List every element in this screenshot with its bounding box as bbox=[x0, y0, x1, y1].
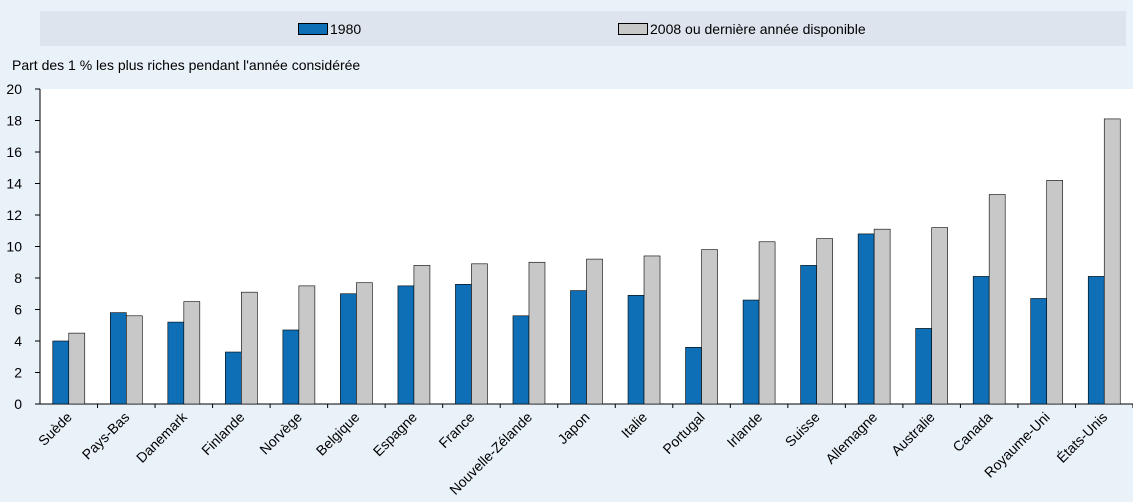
bar-1980 bbox=[570, 290, 587, 405]
bar-1980 bbox=[397, 285, 415, 405]
y-tick-label: 18 bbox=[6, 113, 22, 129]
bar-2008 bbox=[586, 258, 603, 405]
legend-swatch-1980 bbox=[298, 23, 328, 35]
x-tick-label: Italie bbox=[618, 409, 650, 441]
x-tick-label: Japon bbox=[554, 409, 592, 447]
bar-2008 bbox=[68, 332, 86, 405]
x-tick-label: Australie bbox=[888, 409, 938, 459]
bar-1980 bbox=[225, 351, 242, 405]
x-tick-label: Espagne bbox=[370, 409, 421, 460]
bar-2008 bbox=[1103, 118, 1121, 405]
legend-item-2008: 2008 ou dernière année disponible bbox=[618, 21, 866, 37]
x-tick-label: Canada bbox=[949, 409, 995, 455]
x-tick-label: Portugal bbox=[659, 409, 707, 457]
x-tick-label: Irlande bbox=[724, 409, 766, 451]
y-tick-label: 6 bbox=[14, 302, 22, 318]
y-axis-label: Part des 1 % les plus riches pendant l'a… bbox=[12, 57, 361, 73]
bar-2008 bbox=[873, 228, 891, 405]
bar-1980 bbox=[1087, 276, 1105, 405]
bar-2008 bbox=[356, 282, 373, 405]
bar-2008 bbox=[125, 315, 143, 405]
bar-1980 bbox=[455, 283, 472, 405]
bar-1980 bbox=[857, 233, 875, 405]
y-tick-label: 20 bbox=[6, 81, 22, 97]
y-tick-label: 2 bbox=[14, 365, 22, 381]
bar-2008 bbox=[471, 263, 488, 405]
y-tick-label: 10 bbox=[6, 239, 22, 255]
y-tick-label: 0 bbox=[14, 396, 22, 412]
bar-2008 bbox=[758, 241, 776, 405]
bar-2008 bbox=[643, 255, 661, 405]
bar-2008 bbox=[183, 301, 201, 405]
bar-1980 bbox=[52, 340, 70, 405]
x-tick-label: Suède bbox=[35, 409, 75, 449]
y-tick-label: 12 bbox=[6, 207, 22, 223]
x-tick-label: États-Unis bbox=[1053, 409, 1110, 466]
bar-2008 bbox=[413, 265, 431, 405]
bar-1980 bbox=[1030, 298, 1048, 405]
y-tick-label: 14 bbox=[6, 176, 22, 192]
bar-1980 bbox=[512, 315, 530, 405]
bar-2008 bbox=[931, 227, 948, 405]
x-tick-label: Norvège bbox=[256, 409, 305, 458]
bar-2008 bbox=[816, 238, 833, 405]
bar-2008 bbox=[298, 285, 316, 405]
bar-2008 bbox=[988, 194, 1006, 405]
bar-2008 bbox=[241, 291, 258, 405]
bar-1980 bbox=[800, 265, 817, 405]
bar-2008 bbox=[528, 261, 546, 405]
bar-1980 bbox=[742, 299, 760, 405]
legend-item-1980: 1980 bbox=[298, 21, 361, 37]
x-tick-label: Belgique bbox=[313, 409, 363, 459]
legend-swatch-2008 bbox=[618, 23, 648, 35]
y-tick-label: 16 bbox=[6, 144, 22, 160]
x-tick-label: France bbox=[435, 409, 477, 451]
x-tick-label: Danemark bbox=[133, 408, 191, 466]
bar-1980 bbox=[282, 329, 300, 405]
x-tick-label: Pays-Bas bbox=[79, 409, 133, 463]
bar-1980 bbox=[167, 321, 185, 405]
legend-label-2008: 2008 ou dernière année disponible bbox=[650, 21, 866, 37]
bar-1980 bbox=[972, 276, 990, 405]
bar-1980 bbox=[627, 295, 645, 405]
legend: 1980 2008 ou dernière année disponible bbox=[40, 11, 1126, 46]
bar-1980 bbox=[340, 293, 357, 405]
legend-label-1980: 1980 bbox=[330, 21, 362, 37]
y-tick-label: 8 bbox=[14, 270, 22, 286]
bar-1980 bbox=[685, 346, 702, 405]
x-tick-label: Finlande bbox=[198, 409, 247, 458]
bar-2008 bbox=[1046, 180, 1064, 405]
y-tick-label: 4 bbox=[14, 333, 22, 349]
bar-1980 bbox=[915, 328, 932, 405]
bar-2008 bbox=[701, 249, 718, 405]
x-tick-label: Suisse bbox=[782, 409, 823, 450]
bar-1980 bbox=[109, 312, 127, 405]
x-tick-label: Allemagne bbox=[822, 409, 880, 467]
